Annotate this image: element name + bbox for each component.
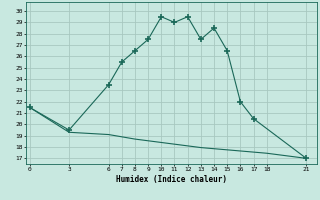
X-axis label: Humidex (Indice chaleur): Humidex (Indice chaleur) [116,175,227,184]
